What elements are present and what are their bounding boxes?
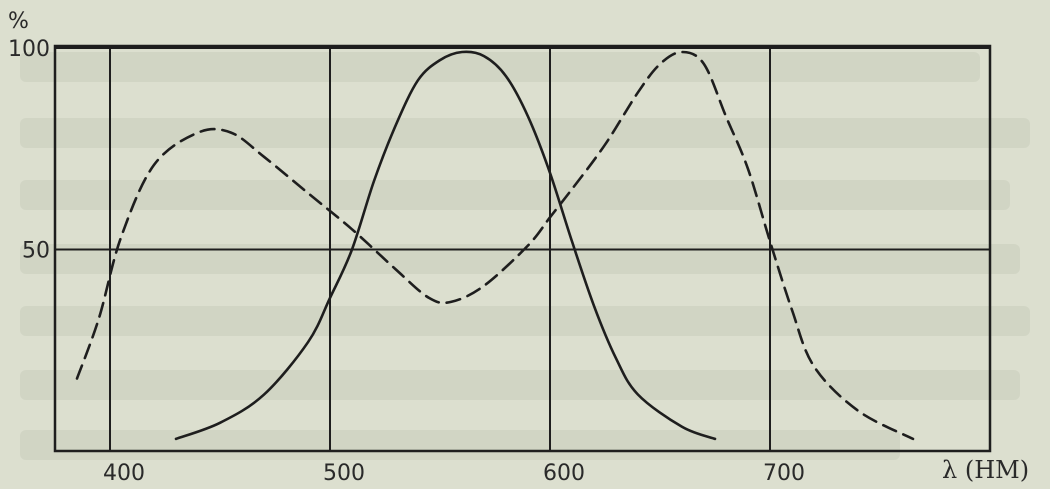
x-tick-label-500: 500 [323,461,365,486]
plot-frame [53,44,992,453]
x-tick-label-400: 400 [103,461,145,486]
paper-texture [20,370,1020,400]
paper-texture [20,118,1030,148]
y-tick-label-100: 100 [8,37,50,62]
x-axis-label: λ (НМ) [942,456,1029,484]
series-layer [75,50,915,441]
paper-texture [20,306,1030,336]
tick-labels: 400 500 600 700 50 100 [8,37,805,486]
paper-texture [20,180,1010,210]
x-tick-label-700: 700 [763,461,805,486]
y-unit-label: % [8,9,29,34]
y-tick-label-50: 50 [22,239,50,264]
paper-texture [20,430,900,460]
grid-lines [55,46,990,451]
x-tick-label-600: 600 [543,461,585,486]
solid-curve-series-1 [174,50,717,441]
dashed-curve-series-2 [75,50,915,441]
